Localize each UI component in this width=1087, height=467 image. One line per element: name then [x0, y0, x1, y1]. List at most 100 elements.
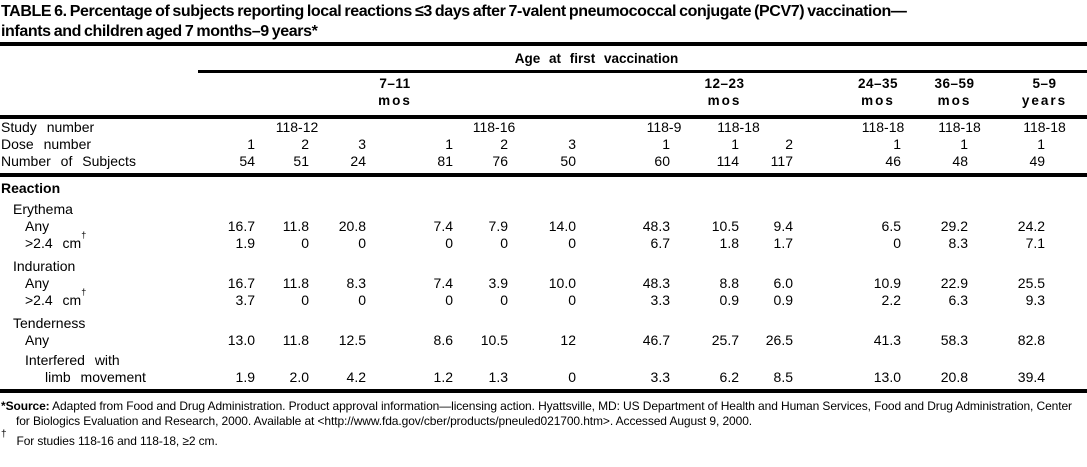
study-cell: 118-18: [901, 117, 981, 136]
induration-subheader-row: Induration: [0, 252, 1087, 275]
study-id: 118-18: [1023, 119, 1066, 135]
dagger-symbol: †: [81, 230, 87, 241]
value-cell: 6.5: [881, 218, 901, 234]
value-cell: 0: [358, 235, 366, 251]
value-cell: 25.5: [1017, 275, 1046, 291]
value-cell: 7.1: [1025, 235, 1046, 251]
value-cell: 24: [309, 153, 366, 177]
age-group-unit: mos: [861, 93, 895, 108]
subsection-label-tenderness: Tenderness: [13, 315, 86, 331]
value-cell: 1: [1037, 136, 1046, 152]
age-group-36-59-mos: 36–59 mos: [901, 71, 974, 119]
row-label-limb-movement: limb movement: [0, 369, 198, 393]
value-cell: 24.2: [1017, 218, 1046, 234]
age-group-range: 5–9: [1032, 76, 1057, 91]
value-cell: 14.0: [548, 218, 576, 234]
value-cell: 1.9: [235, 235, 255, 251]
value-cell: 0.9: [773, 292, 793, 308]
row-label-study-number: Study number: [1, 119, 95, 135]
value-cell: 1: [247, 136, 255, 152]
study-id: 118-16: [472, 119, 516, 135]
value-cell: 1.2: [366, 369, 453, 393]
value-cell: 26.5: [765, 332, 793, 348]
value-cell: 13.0: [227, 332, 255, 348]
value-cell: 10.5: [711, 218, 739, 234]
value-cell: 1: [893, 136, 901, 152]
value-cell: 76: [453, 153, 508, 177]
footnote-source: *Source: Adapted from Food and Drug Admi…: [1, 399, 1087, 428]
value-cell: 16.7: [227, 218, 255, 234]
study-cell: 118-16: [366, 117, 576, 136]
value-cell: 2.2: [881, 292, 901, 308]
study-cell: 118-18: [793, 117, 905, 136]
value-cell: 22.9: [940, 275, 968, 291]
value-cell: 25.7: [711, 332, 739, 348]
value-cell: 0.9: [719, 292, 739, 308]
age-span-header-cell: Age at first vaccination: [198, 42, 1087, 73]
table-title-line1: TABLE 6. Percentage of subjects reportin…: [1, 3, 907, 20]
value-cell: 12.5: [338, 332, 366, 348]
value-cell: 10.9: [873, 275, 901, 291]
value-cell: 20.8: [338, 218, 366, 234]
value-cell: 7.9: [488, 218, 508, 234]
value-cell: 48.3: [642, 218, 670, 234]
value-cell: 46.7: [642, 332, 670, 348]
study-number-row: Study number 118-12 118-16 118-9 118-18 …: [0, 117, 1087, 136]
value-cell: 0: [301, 235, 309, 251]
value-cell: 8.8: [719, 275, 739, 291]
empty-corner-cell: [0, 71, 198, 119]
value-cell: 117: [739, 153, 793, 177]
number-of-subjects-row: Number of Subjects 54 51 24 81 76 50 60 114 117 4…: [0, 153, 1087, 177]
value-cell: 1: [662, 136, 670, 152]
value-cell: 12: [560, 332, 576, 348]
value-cell: 0: [358, 292, 366, 308]
section-label-reaction: Reaction: [1, 180, 61, 196]
value-cell: 41.3: [873, 332, 901, 348]
study-cell: 118-18: [670, 117, 793, 136]
value-cell: 0: [568, 292, 576, 308]
study-id: 118-12: [275, 119, 319, 135]
value-cell: 49: [968, 153, 1087, 177]
dagger-symbol: †: [81, 287, 87, 298]
value-cell: 3: [358, 136, 366, 152]
age-group-range: 36–59: [934, 76, 975, 91]
value-cell: 3.3: [650, 292, 670, 308]
age-group-range: 12–23: [704, 76, 745, 91]
value-cell: 0: [500, 235, 508, 251]
study-id: 118-18: [861, 119, 905, 135]
value-cell: 3.9: [488, 275, 508, 291]
subsection-label-induration: Induration: [13, 258, 76, 274]
study-cell: 118-12: [198, 117, 366, 136]
footnote-dagger: † For studies 118-16 and 118-18, ≥2 cm.: [1, 430, 1087, 449]
value-cell: 10.5: [480, 332, 508, 348]
value-cell: 81: [366, 153, 453, 177]
erythema-any-row: Any 16.7 11.8 20.8 7.4 7.9 14.0 48.3 10.5 9.4 6.5…: [0, 218, 1087, 235]
size-label: >2.4 cm: [25, 292, 82, 308]
value-cell: 11.8: [282, 332, 309, 348]
value-cell: 48: [901, 153, 968, 177]
age-span-row: Age at first vaccination: [0, 42, 1087, 73]
value-cell: 3: [568, 136, 576, 152]
erythema-subheader-row: Erythema: [0, 197, 1087, 218]
value-cell: 0: [508, 369, 576, 393]
value-cell: 0: [568, 235, 576, 251]
value-cell: 29.2: [940, 218, 968, 234]
induration-size-row: >2.4 cm† 3.7 0 0 0 0 0 3.3 0.9 0.9 2.2 6.3 9.3: [0, 288, 1087, 309]
footnotes: *Source: Adapted from Food and Drug Admi…: [0, 399, 1087, 449]
empty-corner-cell: [0, 42, 198, 72]
study-cell: 118-18: [968, 117, 1087, 136]
value-cell: 8.3: [948, 235, 968, 251]
age-group-header-row: 7–11 mos 12–23 mos 24–35 mos 36–59 mos 5–9 ye…: [0, 71, 1087, 119]
row-label-induration-size: >2.4 cm†: [0, 288, 198, 309]
row-label-interfered-with: Interfered with: [25, 352, 120, 368]
age-group-5-9-years: 5–9 years: [968, 71, 1087, 119]
value-cell: 13.0: [793, 369, 901, 393]
value-cell: 3.7: [235, 292, 255, 308]
value-cell: 1.9: [198, 369, 255, 393]
age-group-7-11-mos: 7–11 mos: [198, 71, 576, 119]
value-cell: 60: [576, 153, 670, 177]
age-group-range: 7–11: [379, 76, 411, 91]
erythema-size-row: >2.4 cm† 1.9 0 0 0 0 0 6.7 1.8 1.7 0 8.3 7.1: [0, 231, 1087, 252]
value-cell: 11.8: [282, 218, 309, 234]
